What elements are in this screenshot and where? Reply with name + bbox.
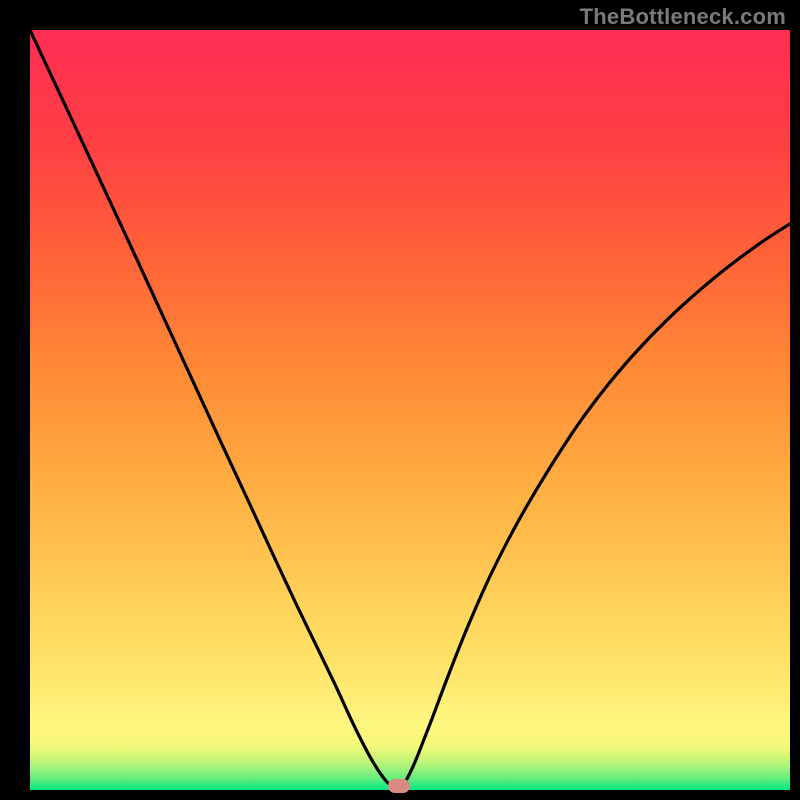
bottleneck-chart [0,0,800,800]
minimum-marker [388,779,410,793]
chart-container: { "watermark": { "text": "TheBottleneck.… [0,0,800,800]
plot-background [30,30,790,790]
